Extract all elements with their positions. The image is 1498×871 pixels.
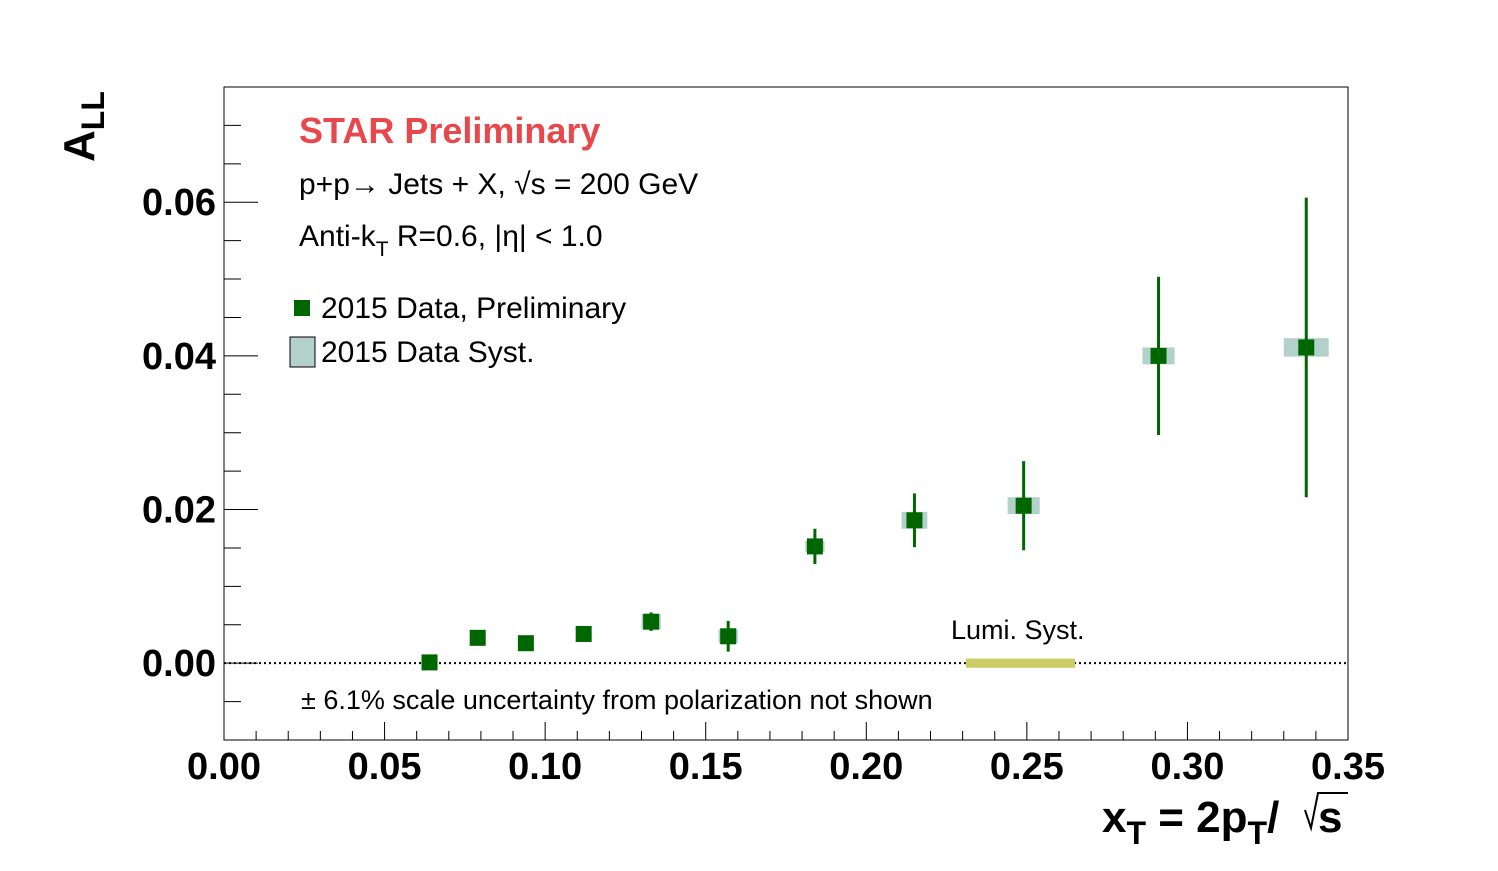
x-axis-title-s: s [1318,793,1342,842]
legend-syst-label: 2015 Data Syst. [321,336,534,369]
jet-label-post: R=0.6, |η| < 1.0 [389,220,603,253]
x-tick-label: 0.25 [990,746,1064,788]
data-point [517,635,534,652]
data-point [806,538,823,555]
data-point [469,629,486,646]
sqrt-symbol [1304,792,1348,832]
y-axis-title-text: ALL [55,91,111,162]
scale-note: ± 6.1% scale uncertainty from polarizati… [301,685,933,715]
process-label: p+p→ Jets + X, √s = 200 GeV [299,168,698,201]
x-tick-label: 0.05 [348,746,422,788]
y-tick-label: 0.06 [142,182,216,224]
x-tick-label: 0.35 [1311,746,1385,788]
x-axis-title-sub2: T [1248,815,1268,851]
x-tick-label: 0.10 [508,746,582,788]
data-point [1298,339,1315,356]
x-tick-label: 0.15 [669,746,743,788]
lumi-band [965,658,1076,668]
axis-ticks [223,86,1349,741]
jet-label-sub: T [376,238,389,261]
data-point [1015,497,1032,514]
y-axis-title-sub: LL [75,91,111,130]
y-tick-label: 0.02 [142,490,216,532]
y-tick-label: 0.04 [142,336,216,378]
y-tick-labels: 0.00 0.02 0.04 0.06 [142,182,216,685]
x-tick-label: 0.30 [1150,746,1224,788]
y-tick-label: 0.00 [142,643,216,685]
y-axis-title: ALL [55,91,111,162]
x-axis-title-sub1: T [1126,815,1146,851]
data-points [421,197,1315,671]
jet-label-pre: Anti-k [299,220,377,253]
data-point [575,625,592,642]
legend-data-marker [294,300,310,316]
lumi-box [965,658,1076,668]
data-point [1150,347,1167,364]
syst-boxes [423,338,1329,667]
legend-syst-marker [289,336,316,368]
x-axis-title: xT = 2pT/ [1102,793,1279,851]
legend-data-label: 2015 Data, Preliminary [321,292,626,325]
x-tick-label: 0.20 [829,746,903,788]
lumi-label: Lumi. Syst. [951,615,1085,645]
x-axis-title-mid: = 2p [1146,793,1248,842]
data-point [643,613,660,630]
star-preliminary-label: STAR Preliminary [299,110,600,151]
x-tick-label: 0.00 [187,746,261,788]
data-point [421,654,438,671]
data-point [906,512,923,529]
x-tick-labels: 0.00 0.05 0.10 0.15 0.20 0.25 0.30 0.35 [187,746,1385,788]
jet-label: Anti-kT R=0.6, |η| < 1.0 [299,220,603,261]
x-axis-title-end: / [1267,793,1279,842]
data-point [720,628,737,645]
plot-frame [223,86,1349,741]
